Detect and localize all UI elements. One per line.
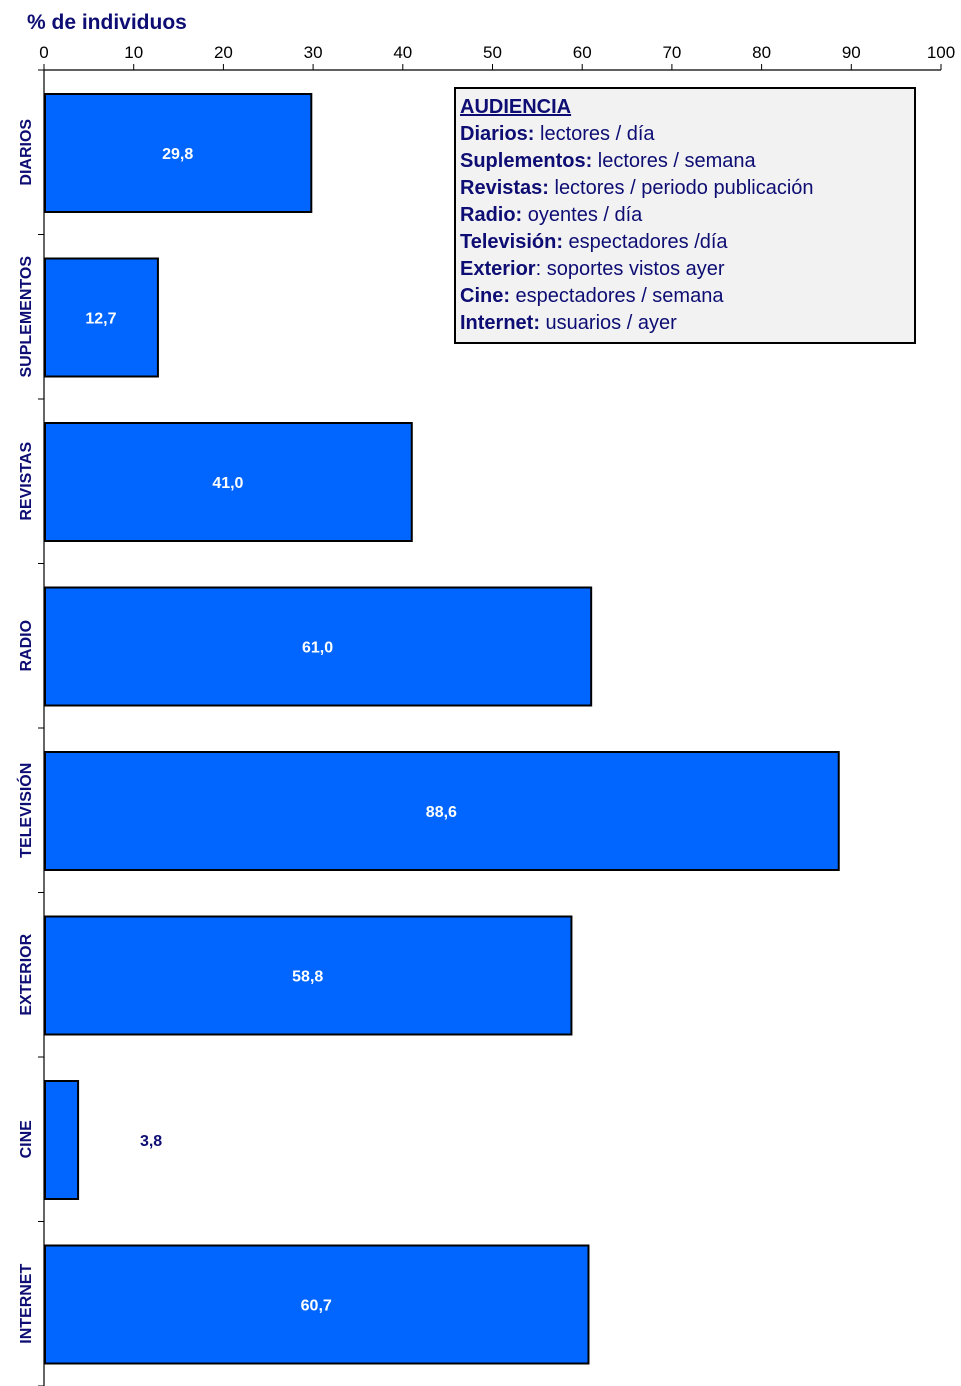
x-axis-ticks: 0 10 20 30 40 50 60 70 80 90 100 <box>39 43 955 70</box>
x-tick-label: 60 <box>573 43 592 62</box>
bar-radio <box>44 586 593 707</box>
legend-row-diarios: Diarios: lectores / día <box>460 121 914 148</box>
legend-key: Cine: <box>460 285 510 307</box>
category-label: RADIO <box>18 620 35 672</box>
legend-text: lectores / periodo publicación <box>548 177 814 199</box>
legend-key: Radio: <box>460 204 523 226</box>
category-label: REVISTAS <box>18 442 35 521</box>
category-label: INTERNET <box>18 1264 35 1344</box>
bar-diarios <box>44 93 313 213</box>
data-label: 60,7 <box>301 1298 332 1315</box>
bar-televisión <box>44 751 840 871</box>
x-tick-label: 70 <box>662 43 681 62</box>
category-label: SUPLEMENTOS <box>18 256 35 378</box>
legend-key: Televisión: <box>460 231 563 253</box>
x-axis-title: % de individuos <box>27 11 187 34</box>
legend-text: espectadores / semana <box>510 285 724 307</box>
x-tick-label: 0 <box>39 43 48 62</box>
data-label: 41,0 <box>212 475 243 492</box>
legend-key: Exterior <box>460 258 536 280</box>
bar-revistas <box>44 422 413 542</box>
legend-row-television: Televisión: espectadores /día <box>460 229 914 256</box>
x-tick-label: 30 <box>304 43 323 62</box>
x-tick-label: 40 <box>393 43 412 62</box>
bars: 29,8 12,7 41,0 61,0 88,6 58,8 3,8 60,7 <box>44 93 840 1365</box>
bar-exterior <box>44 915 573 1036</box>
bar-cine <box>44 1080 80 1200</box>
legend-row-cine: Cine: espectadores / semana <box>460 283 914 310</box>
category-labels: DIARIOS SUPLEMENTOS REVISTAS RADIO TELEVISIÓ… <box>16 119 35 1344</box>
legend-key: Internet: <box>460 312 540 334</box>
legend-box: AUDIENCIA Diarios: lectores / día Suplem… <box>454 87 916 344</box>
legend-row-internet: Internet: usuarios / ayer <box>460 310 914 337</box>
x-tick-label: 50 <box>483 43 502 62</box>
x-tick-label: 10 <box>124 43 143 62</box>
legend-row-revistas: Revistas: lectores / periodo publicación <box>460 175 914 202</box>
legend-text: espectadores /día <box>563 231 728 253</box>
category-label: DIARIOS <box>18 119 35 186</box>
category-label: CINE <box>18 1120 35 1159</box>
x-tick-label: 90 <box>842 43 861 62</box>
bar-internet <box>44 1244 590 1365</box>
x-tick-label: 80 <box>752 43 771 62</box>
data-label: 61,0 <box>302 640 333 657</box>
legend-title: AUDIENCIA <box>460 96 572 118</box>
legend-key: Revistas: <box>460 177 549 199</box>
legend-row-exterior: Exterior: soportes vistos ayer <box>460 256 914 283</box>
data-label: 3,8 <box>140 1133 162 1150</box>
legend-row-suplementos: Suplementos: lectores / semana <box>460 148 914 175</box>
legend-text: oyentes / día <box>522 204 643 226</box>
data-label: 12,7 <box>85 311 116 328</box>
category-label: TELEVISIÓN <box>16 763 35 858</box>
x-tick-label: 100 <box>927 43 955 62</box>
legend-row-radio: Radio: oyentes / día <box>460 202 914 229</box>
legend-text: : soportes vistos ayer <box>535 258 725 280</box>
legend-key: Diarios: <box>460 123 535 145</box>
bar-suplementos <box>44 257 159 378</box>
data-label: 88,6 <box>426 804 457 821</box>
data-label: 58,8 <box>292 969 323 986</box>
legend-text: usuarios / ayer <box>540 312 677 334</box>
data-label: 29,8 <box>162 146 193 163</box>
category-label: EXTERIOR <box>18 933 35 1015</box>
legend-text: lectores / semana <box>592 150 756 172</box>
x-tick-label: 20 <box>214 43 233 62</box>
legend-key: Suplementos: <box>460 150 593 172</box>
legend-text: lectores / día <box>534 123 655 145</box>
